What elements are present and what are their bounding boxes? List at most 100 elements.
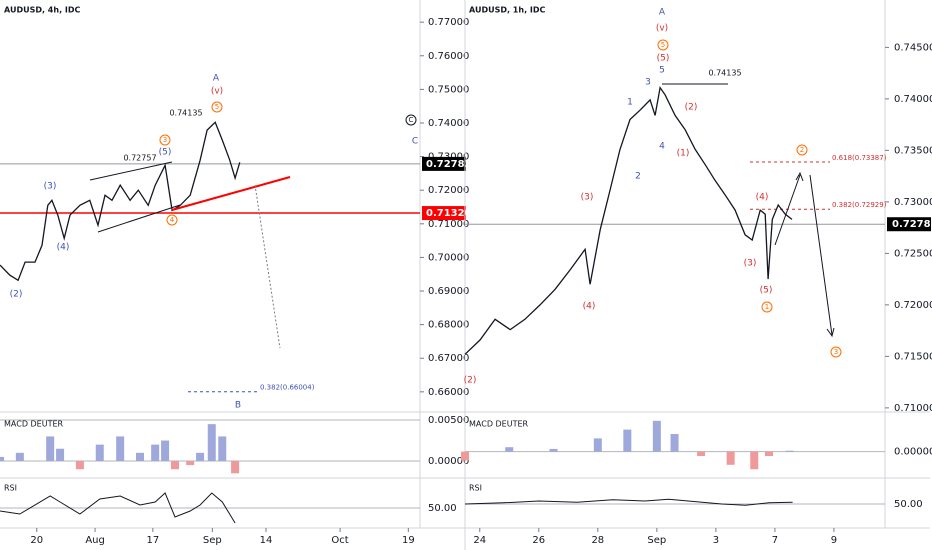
annotation: (v) [656,24,668,34]
x-tick-label: Oct [331,535,348,546]
y-tick-label: 0.73000 [894,197,932,208]
annotation: 3 [163,136,167,144]
y-tick-label: 0.74000 [894,94,932,105]
annotation: 5 [215,103,219,111]
price-label: 0.72783 [892,219,932,230]
level-label: 0.382(0.72929) [832,201,887,209]
macd-bar [95,444,104,462]
annotation: (4) [57,243,70,253]
rsi-line [0,492,236,524]
macd-bar [549,448,558,452]
x-tick-label: Sep [647,535,666,546]
annotation: 1 [627,98,633,108]
rsi-label: RSI [4,484,17,493]
level-label: 0.382(0.66004) [260,384,315,392]
x-tick-label: 19 [402,535,415,546]
macd-label: MACD DEUTER [469,420,529,429]
annotation-circle [761,301,773,313]
annotation: (4) [756,193,769,203]
annotation: 3 [645,78,651,88]
annotation-circle [796,144,808,156]
annotation: 4 [659,142,665,152]
annotation: 1 [765,303,769,311]
projection [254,184,281,349]
macd-bar [231,461,240,474]
annotation: 3 [834,348,838,356]
y-tick-label: 0.71000 [428,219,469,230]
x-tick-label: 14 [260,535,273,546]
annotation: (4) [583,302,596,312]
macd-tick-label: 0.00000 [428,456,469,467]
annotation: 4 [170,216,175,224]
annotation: 0.72757 [123,154,156,163]
annotation: C [412,137,418,147]
x-tick-label: 24 [473,535,486,546]
macd-bar [46,436,55,462]
rsi-label: RSI [469,484,482,493]
macd-bar [15,452,24,462]
macd-bar [151,444,160,462]
price-label-box [887,217,931,232]
macd-bar [750,451,759,470]
annotation: 2 [800,146,804,154]
trend-line [171,176,291,211]
y-tick-label: 0.68000 [428,320,469,331]
annotation: 2 [635,172,641,182]
annotation: 5 [659,66,665,76]
annotation-circle [830,346,842,358]
channel [89,161,181,233]
x-tick-label: 7 [772,535,778,546]
level-label: 0.618(0.73387) [832,154,887,162]
y-tick-label: 0.76000 [428,51,469,62]
annotation: A [659,8,666,18]
y-tick-label: 0.67000 [428,353,469,364]
macd-bar [161,440,170,462]
annotation: 0.74135 [169,109,202,118]
annotation: A [213,74,220,84]
y-tick-label: 0.73500 [894,145,932,156]
x-tick-label: 9 [831,535,837,546]
annotation-circle [159,134,171,146]
annotation: B [235,401,241,411]
macd-bar [0,456,4,462]
macd-bar [461,451,469,461]
price-label: 0.72783 [426,159,472,170]
annotation: (5) [760,286,773,296]
macd-bar [697,451,706,456]
annotation-circle [657,39,669,51]
annotation: (2) [464,376,477,386]
y-tick-label: 0.74500 [894,42,932,53]
annotation: (5) [159,148,172,158]
macd-label: MACD DEUTER [4,420,64,429]
chart-title: AUDUSD, 1h, IDC [469,6,546,15]
x-tick-label: Sep [203,535,222,546]
x-tick-label: Aug [85,535,105,546]
macd-bar [171,461,179,470]
arrow-up [774,171,804,246]
macd-bar [726,451,735,465]
annotation: (2) [10,290,23,300]
macd-bar [75,461,84,470]
annotation: C [409,116,414,124]
macd-bar [765,451,774,456]
macd-bar [623,429,632,452]
y-tick-label: 0.72000 [894,300,932,311]
macd-bar [505,447,514,452]
macd-bar [652,420,661,452]
macd-bar [136,452,144,462]
annotation: (3) [581,193,594,203]
y-tick-label: 0.66000 [428,387,469,398]
x-tick-label: 17 [146,535,159,546]
macd-bar [218,436,227,462]
chart-title: AUDUSD, 4h, IDC [4,6,81,15]
macd-bar [670,434,679,452]
rsi-tick-label: 50.00 [428,503,457,514]
price-label-box [422,206,466,221]
annotation: (5) [657,54,670,64]
x-tick-label: 20 [30,535,43,546]
macd-bar [207,424,216,462]
y-tick-label: 0.70000 [428,252,469,263]
y-tick-label: 0.72500 [894,248,932,259]
y-tick-label: 0.72000 [428,185,469,196]
